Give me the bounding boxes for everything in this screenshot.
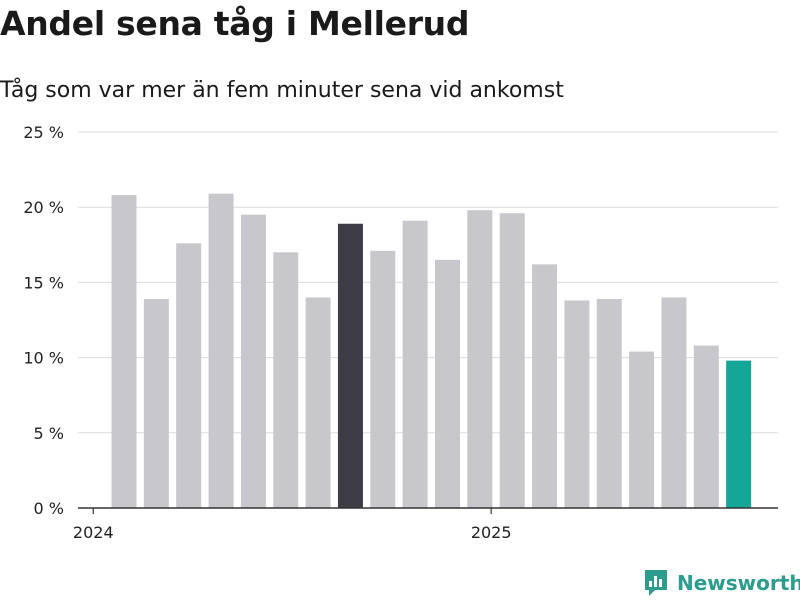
bar[interactable] [467, 210, 493, 508]
newsworthy-logo-icon [645, 570, 667, 596]
bar[interactable] [111, 195, 137, 508]
brand-name: Newsworthy [677, 571, 800, 595]
bar[interactable] [661, 297, 687, 508]
bar[interactable] [402, 220, 428, 508]
bar[interactable] [564, 300, 590, 508]
bar[interactable] [337, 223, 363, 508]
bar[interactable] [629, 351, 655, 508]
bar[interactable] [176, 243, 202, 508]
y-tick-label: 25 % [23, 123, 64, 142]
bar[interactable] [532, 264, 558, 508]
bar[interactable] [693, 345, 719, 508]
x-tick-label: 2025 [471, 523, 512, 542]
brand[interactable]: Newsworthy [643, 568, 800, 598]
chart-subtitle: Tåg som var mer än fem minuter sena vid … [0, 78, 564, 103]
y-tick-label: 10 % [23, 349, 64, 368]
bar[interactable] [435, 259, 460, 508]
bar[interactable] [499, 213, 525, 508]
y-tick-label: 15 % [23, 273, 64, 292]
chart-title: Andel sena tåg i Mellerud [0, 4, 470, 43]
bar[interactable] [596, 298, 622, 508]
bar[interactable] [240, 214, 266, 508]
bar[interactable] [143, 298, 169, 508]
axes: 0 % 5 % 10 % 15 % 20 % 25 % 2024 2025 [23, 123, 778, 542]
bar[interactable] [273, 252, 299, 508]
bars [111, 193, 752, 509]
bar[interactable] [370, 250, 396, 509]
bar[interactable] [208, 193, 234, 508]
y-tick-label: 5 % [34, 424, 64, 443]
bar[interactable] [726, 360, 752, 508]
y-tick-label: 0 % [34, 499, 64, 518]
y-tick-label: 20 % [23, 198, 64, 217]
bar[interactable] [305, 297, 331, 508]
x-tick-label: 2024 [73, 523, 114, 542]
